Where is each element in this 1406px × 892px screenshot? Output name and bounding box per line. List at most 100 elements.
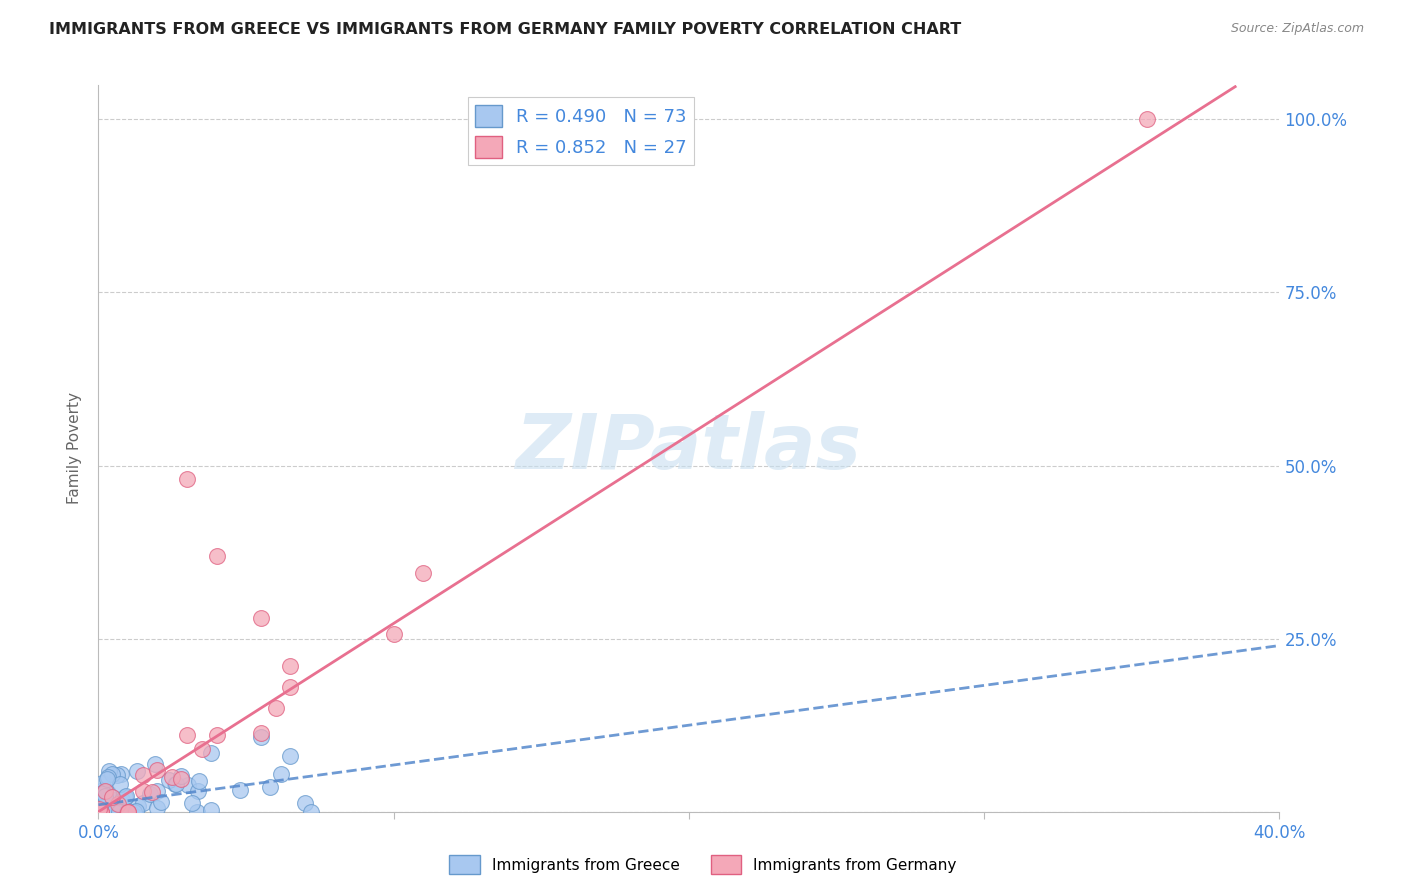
Point <box>94 789 117 803</box>
Point <box>187 774 209 789</box>
Point <box>89 805 111 819</box>
Point <box>186 805 208 819</box>
Point <box>382 627 405 641</box>
Point <box>108 804 131 818</box>
Point <box>146 784 169 798</box>
Point <box>165 777 187 791</box>
Point <box>115 805 138 819</box>
Point <box>145 801 167 815</box>
Y-axis label: Family Poverty: Family Poverty <box>67 392 83 504</box>
Point <box>170 769 193 783</box>
Point <box>200 746 222 760</box>
Point <box>177 778 200 792</box>
Point <box>96 772 118 786</box>
Point <box>150 795 173 809</box>
Point <box>104 792 127 806</box>
Point <box>132 768 155 782</box>
Point <box>143 757 166 772</box>
Point <box>1136 112 1159 127</box>
Point <box>200 803 222 817</box>
Point <box>98 805 121 819</box>
Point <box>250 726 273 740</box>
Point <box>96 798 118 813</box>
Point <box>94 805 117 819</box>
Point <box>90 805 112 819</box>
Point <box>250 730 273 744</box>
Legend: R = 0.490   N = 73, R = 0.852   N = 27: R = 0.490 N = 73, R = 0.852 N = 27 <box>468 97 695 165</box>
Point <box>93 783 115 797</box>
Point <box>157 772 180 787</box>
Point <box>108 777 131 791</box>
Point <box>131 797 153 811</box>
Point <box>89 795 111 809</box>
Point <box>412 566 434 580</box>
Point <box>176 728 198 742</box>
Point <box>229 783 252 797</box>
Point <box>91 786 114 800</box>
Point <box>280 681 302 695</box>
Point <box>294 796 316 810</box>
Point <box>97 805 120 819</box>
Text: IMMIGRANTS FROM GREECE VS IMMIGRANTS FROM GERMANY FAMILY POVERTY CORRELATION CHA: IMMIGRANTS FROM GREECE VS IMMIGRANTS FRO… <box>49 22 962 37</box>
Point <box>280 749 302 764</box>
Text: Source: ZipAtlas.com: Source: ZipAtlas.com <box>1230 22 1364 36</box>
Point <box>162 770 183 784</box>
Point <box>176 472 198 486</box>
Point <box>90 786 112 800</box>
Point <box>132 784 155 798</box>
Point <box>122 805 145 819</box>
Point <box>107 797 129 812</box>
Point <box>299 805 322 819</box>
Point <box>125 805 148 819</box>
Text: ZIPatlas: ZIPatlas <box>516 411 862 485</box>
Point <box>96 805 118 819</box>
Point <box>97 764 120 779</box>
Point <box>94 790 117 805</box>
Point <box>146 763 169 777</box>
Point <box>101 790 124 805</box>
Point <box>264 701 287 715</box>
Point <box>108 805 131 819</box>
Point <box>114 789 136 804</box>
Point <box>205 549 228 563</box>
Point <box>122 805 145 819</box>
Point <box>117 805 139 819</box>
Point <box>101 767 124 781</box>
Point <box>110 767 132 781</box>
Point <box>111 793 134 807</box>
Point <box>165 777 187 791</box>
Point <box>270 767 292 781</box>
Point <box>94 803 117 817</box>
Point <box>87 805 110 819</box>
Point <box>94 784 117 798</box>
Point <box>96 805 118 819</box>
Point <box>180 796 202 810</box>
Point <box>115 789 138 804</box>
Point <box>100 803 122 817</box>
Point <box>97 786 120 800</box>
Point <box>205 729 228 743</box>
Point <box>187 783 209 797</box>
Legend: Immigrants from Greece, Immigrants from Germany: Immigrants from Greece, Immigrants from … <box>443 849 963 880</box>
Point <box>170 772 193 786</box>
Point <box>94 799 117 814</box>
Point <box>280 659 302 673</box>
Point <box>89 802 111 816</box>
Point <box>139 787 162 801</box>
Point <box>105 768 128 782</box>
Point <box>103 805 125 819</box>
Point <box>91 793 114 807</box>
Point <box>103 805 125 819</box>
Point <box>250 611 273 625</box>
Point <box>97 770 120 784</box>
Point <box>91 776 114 790</box>
Point <box>117 805 139 819</box>
Point <box>98 805 121 819</box>
Point <box>259 780 281 794</box>
Point <box>89 786 111 800</box>
Point <box>90 805 112 819</box>
Point <box>141 785 163 799</box>
Point <box>191 742 214 756</box>
Point <box>97 805 120 819</box>
Point <box>127 799 149 814</box>
